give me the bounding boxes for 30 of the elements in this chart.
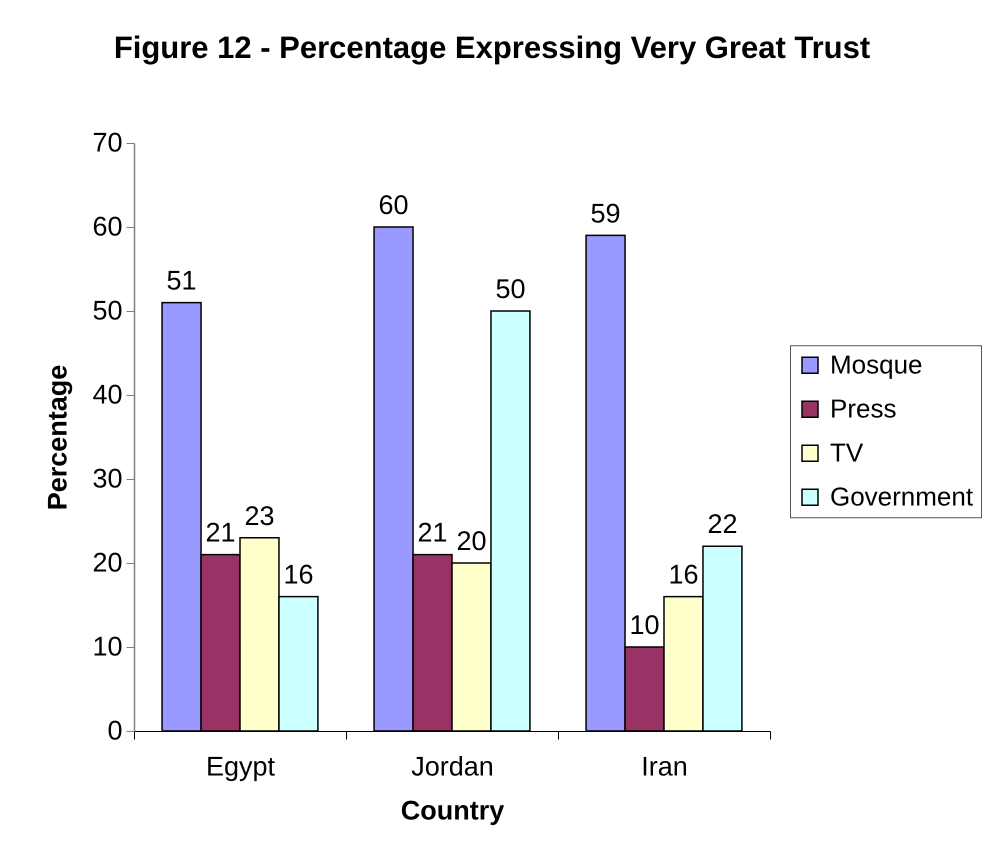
chart-title: Figure 12 - Percentage Expressing Very Great Trust [114,30,870,65]
x-tick-label: Jordan [411,752,494,782]
y-axis-title: Percentage [42,364,72,510]
y-tick-label: 10 [92,632,122,662]
data-label: 51 [166,266,197,296]
y-tick-label: 70 [92,128,122,158]
legend-label: TV [830,437,864,468]
data-label: 59 [590,198,621,228]
data-label: 21 [417,518,448,548]
x-tick-label: Iran [641,752,688,782]
legend-label: Mosque [830,349,922,380]
legend-label: Government [830,481,974,512]
data-label: 22 [707,509,738,540]
data-label: 23 [244,500,275,531]
x-axis-title: Country [400,796,504,826]
data-label: 60 [378,190,409,220]
x-tick-label: Egypt [206,752,276,782]
legend-label: Press [830,393,896,424]
y-tick-label: 60 [92,212,122,242]
data-label: 16 [283,560,314,590]
data-label: 10 [629,610,660,640]
data-label: 21 [205,518,236,548]
y-tick-label: 30 [92,464,122,494]
y-tick-label: 0 [107,716,122,746]
data-label: 20 [456,526,487,556]
y-tick-label: 40 [92,380,122,410]
y-tick-label: 20 [92,548,122,578]
data-label: 50 [495,274,526,304]
y-tick-label: 50 [92,296,122,326]
data-label: 16 [668,560,699,590]
